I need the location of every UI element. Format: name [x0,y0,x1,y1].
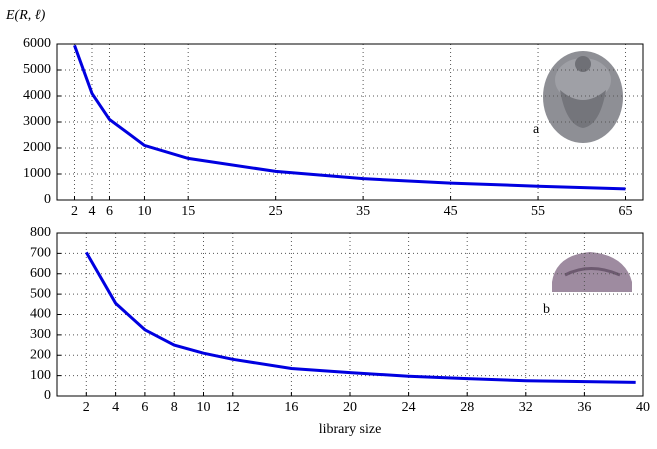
y-tick-label: 6000 [23,36,51,51]
x-tick-label: 20 [343,400,357,415]
y-tick-label: 5000 [23,62,51,77]
render-a [543,51,623,143]
y-tick-label: 1000 [23,166,51,181]
annotation: b [543,302,550,317]
x-tick-label: 4 [112,400,119,415]
render-b [552,252,632,292]
y-tick-label: 700 [30,246,51,261]
y-axis-label: E(R, ℓ) [5,8,46,23]
x-tick-label: 16 [284,400,298,415]
y-tick-label: 0 [44,192,51,207]
y-tick-label: 3000 [23,114,51,129]
annotation: a [533,122,540,137]
x-tick-label: 65 [619,204,633,219]
figure: 0100020003000400050006000246101525354555… [0,0,657,444]
line [86,252,635,382]
x-tick-label: 2 [71,204,78,219]
y-tick-label: 500 [30,286,51,301]
y-tick-label: 2000 [23,140,51,155]
x-tick-label: 10 [137,204,151,219]
y-tick-label: 0 [44,388,51,403]
x-tick-label: 28 [460,400,474,415]
x-tick-label: 2 [83,400,90,415]
y-tick-label: 800 [30,225,51,240]
x-tick-label: 55 [531,204,545,219]
x-tick-label: 10 [197,400,211,415]
y-tick-label: 300 [30,327,51,342]
x-tick-label: 35 [356,204,370,219]
x-tick-label: 15 [181,204,195,219]
x-tick-label: 24 [402,400,416,415]
x-tick-label: 6 [141,400,148,415]
x-tick-label: 45 [444,204,458,219]
x-tick-label: 12 [226,400,240,415]
x-tick-label: 4 [88,204,95,219]
x-axis-label: library size [319,422,382,437]
x-tick-label: 6 [106,204,113,219]
y-tick-label: 400 [30,307,51,322]
x-tick-label: 36 [577,400,591,415]
x-tick-label: 40 [636,400,650,415]
y-tick-label: 4000 [23,88,51,103]
x-tick-label: 8 [171,400,178,415]
y-tick-label: 100 [30,368,51,383]
line [74,45,625,189]
x-tick-label: 25 [269,204,283,219]
y-tick-label: 200 [30,347,51,362]
y-tick-label: 600 [30,266,51,281]
x-tick-label: 32 [519,400,533,415]
